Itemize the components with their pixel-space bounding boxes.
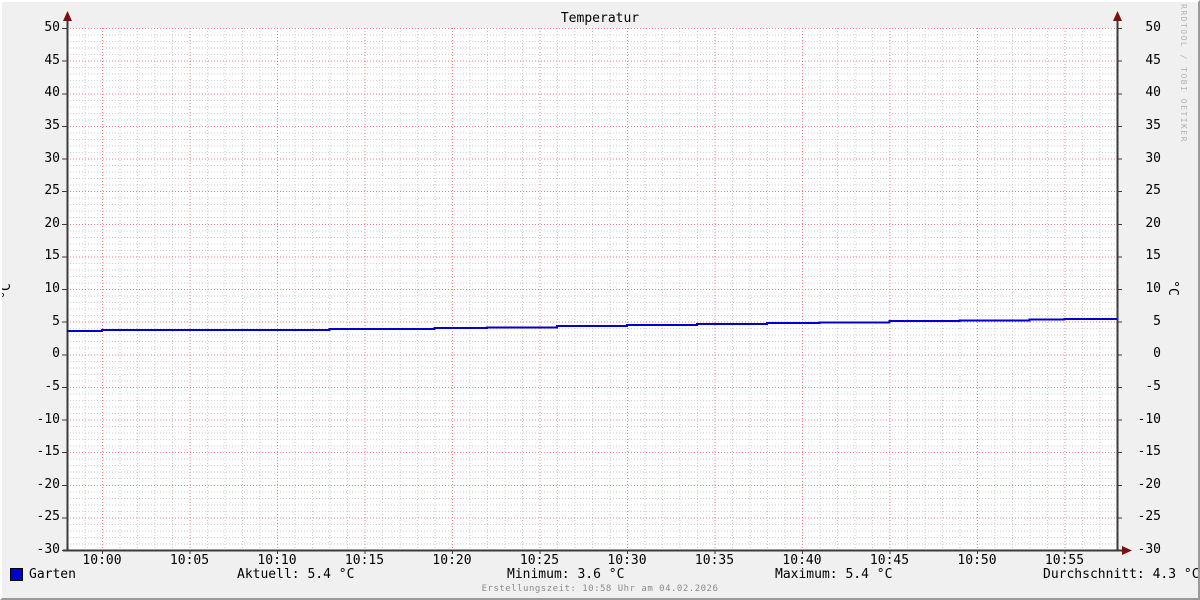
stat-maximum: Maximum: 5.4 °C — [775, 567, 893, 582]
y-axis-unit-left: °C — [0, 283, 14, 299]
y-tick-label-right: 10 — [1145, 281, 1161, 296]
y-tick-label-right: 35 — [1145, 117, 1161, 133]
y-tick-label-left: 50 — [44, 20, 60, 35]
legend-row: Garten Aktuell: 5.4 °C Minimum: 3.6 °C M… — [0, 567, 1200, 583]
y-tick-label-left: -20 — [36, 476, 60, 492]
y-tick-label-right: 40 — [1145, 85, 1161, 101]
x-tick-label: 10:20 — [432, 553, 472, 568]
x-tick-label: 10:35 — [694, 553, 735, 568]
y-tick-label-left: 0 — [52, 346, 60, 362]
stat-durchschnitt: Durchschnitt: 4.3 °C — [1043, 567, 1200, 582]
creation-timestamp: Erstellungszeit: 10:58 Uhr am 04.02.2026 — [481, 584, 719, 594]
y-tick-label-left: -15 — [36, 444, 60, 460]
y-tick-label-left: -5 — [44, 378, 60, 394]
rrdtool-watermark: RRDTOOL / TOBI OETIKER — [1179, 4, 1188, 143]
series-line-garten — [67, 318, 1117, 332]
x-tick-label: 10:55 — [1044, 553, 1085, 568]
y-tick-label-left: 30 — [44, 150, 60, 166]
x-tick-label: 10:00 — [82, 553, 122, 568]
y-tick-label-right: -10 — [1137, 411, 1161, 427]
x-tick-label: 10:15 — [344, 553, 385, 568]
x-tick-label: 10:25 — [519, 553, 560, 568]
stat-minimum: Minimum: 3.6 °C — [507, 567, 625, 582]
y-tick-label-left: 20 — [44, 215, 60, 231]
x-tick-label: 10:10 — [257, 553, 297, 568]
y-tick-label-right: 20 — [1145, 215, 1161, 231]
y-tick-label-left: 5 — [52, 313, 60, 329]
x-tick-label: 10:05 — [169, 553, 210, 568]
y-tick-label-left: 40 — [44, 85, 60, 101]
x-tick-label: 10:50 — [957, 553, 997, 568]
y-tick-label-right: 25 — [1145, 183, 1161, 199]
y-tick-label-left: -10 — [36, 411, 60, 427]
y-tick-label-right: -30 — [1137, 542, 1161, 557]
x-tick-label: 10:40 — [782, 553, 822, 568]
y-tick-label-left: 15 — [44, 248, 60, 264]
y-tick-label-left: 10 — [44, 281, 60, 296]
chart-title: Temperatur — [560, 11, 640, 26]
y-tick-label-right: 0 — [1153, 346, 1161, 362]
y-tick-label-right: 45 — [1145, 52, 1161, 68]
y-tick-label-right: -25 — [1137, 509, 1161, 525]
y-tick-label-right: 5 — [1153, 313, 1161, 329]
stat-aktuell: Aktuell: 5.4 °C — [237, 567, 355, 582]
legend-color-swatch — [10, 568, 23, 581]
y-tick-label-left: 45 — [44, 52, 60, 68]
x-tick-label: 10:30 — [607, 553, 647, 568]
y-tick-label-left: 35 — [44, 117, 60, 133]
y-tick-label-left: 25 — [44, 183, 60, 199]
x-tick-label: 10:45 — [869, 553, 910, 568]
y-tick-label-right: -20 — [1137, 476, 1161, 492]
y-tick-label-right: -5 — [1145, 378, 1161, 394]
y-tick-label-right: -15 — [1137, 444, 1161, 460]
y-tick-label-right: 50 — [1145, 20, 1161, 35]
y-tick-label-left: -25 — [36, 509, 60, 525]
y-tick-label-left: -30 — [36, 542, 60, 557]
y-tick-label-right: 15 — [1145, 248, 1161, 264]
y-tick-label-right: 30 — [1145, 150, 1161, 166]
y-axis-unit-right: °C — [1165, 280, 1180, 296]
legend-series-label: Garten — [29, 567, 76, 582]
